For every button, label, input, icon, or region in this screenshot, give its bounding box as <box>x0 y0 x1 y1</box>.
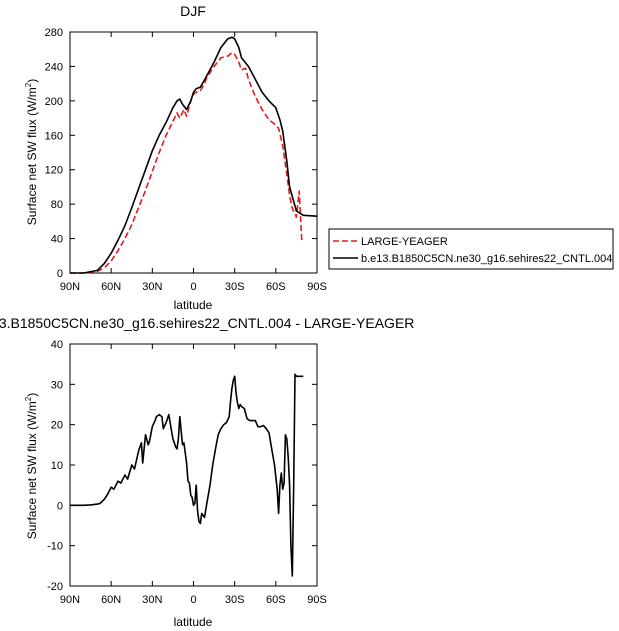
y-tick-label: 280 <box>45 27 63 39</box>
y-ticks: 0 40 80 120 160 200 240 280 <box>45 27 317 280</box>
x-tick-label: 30N <box>142 281 162 293</box>
x-tick-label: 90S <box>307 594 327 606</box>
legend-label-cntl: b.e13.B1850C5CN.ne30_g16.sehires22_CNTL.… <box>361 253 612 265</box>
y-tick-label: 120 <box>45 165 63 177</box>
x-tick-label: 30N <box>142 594 162 606</box>
y-tick-label: 0 <box>57 268 63 280</box>
y-tick-label: 80 <box>51 199 63 211</box>
y-tick-label: 40 <box>51 234 63 246</box>
x-tick-label: 30S <box>225 281 245 293</box>
x-ticks: 90N 60N 30N 0 30S 60S 90S <box>60 32 327 293</box>
y-tick-label: 240 <box>45 61 63 73</box>
y-axis-label: Surface net SW flux (W/m2) <box>24 393 39 539</box>
series-line-b-e13-b1850c5cn-ne30-g16-sehires22-cntl-004 <box>70 36 318 274</box>
y-tick-label: 10 <box>51 460 63 472</box>
chart-title-difference: b.e13.B1850C5CN.ne30_g16.sehires22_CNTL.… <box>0 315 414 331</box>
plot-frame <box>69 343 318 587</box>
y-ticks: -20 -10 0 10 20 30 40 <box>47 339 317 593</box>
y-axis-label-main: Surface net SW flux (W/m <box>25 87 39 225</box>
x-tick-label: 90S <box>307 281 327 293</box>
x-tick-label: 90N <box>60 281 80 293</box>
y-axis-label-sup: 2 <box>24 396 33 401</box>
legend-frame <box>328 228 614 270</box>
series-lines <box>70 36 318 274</box>
y-axis-label-main: Surface net SW flux (W/m <box>25 401 39 539</box>
x-tick-label: 60S <box>266 281 286 293</box>
y-tick-label: 200 <box>45 96 63 108</box>
y-axis-label-sup: 2 <box>24 82 33 87</box>
x-axis-label: latitude <box>174 615 213 629</box>
y-tick-label: 30 <box>51 379 63 391</box>
top-panel: DJF 90N 60N 30N 0 30S 60S 90S 0 40 80 120 160 200 24… <box>24 3 327 312</box>
series-line-difference <box>70 373 304 577</box>
x-tick-label: 0 <box>190 594 196 606</box>
plot-frame <box>69 31 318 274</box>
x-tick-label: 60N <box>101 594 121 606</box>
x-tick-label: 30S <box>225 594 245 606</box>
y-axis-label-end: ) <box>25 79 39 83</box>
series-lines <box>70 373 304 577</box>
x-axis-label: latitude <box>174 298 213 312</box>
y-tick-label: -10 <box>47 541 63 553</box>
y-tick-label: 20 <box>51 420 63 432</box>
x-ticks: 90N 60N 30N 0 30S 60S 90S <box>60 344 327 606</box>
chart-title: DJF <box>180 3 206 19</box>
x-tick-label: 60S <box>266 594 286 606</box>
y-tick-label: 40 <box>51 339 63 351</box>
series-line-large-yeager <box>70 51 303 274</box>
y-tick-label: 160 <box>45 130 63 142</box>
y-axis-label: Surface net SW flux (W/m2) <box>24 79 39 225</box>
bottom-panel: b.e13.B1850C5CN.ne30_g16.sehires22_CNTL.… <box>0 315 414 629</box>
x-tick-label: 60N <box>101 281 121 293</box>
legend-label-large-yeager: LARGE-YEAGER <box>361 236 448 248</box>
x-tick-label: 0 <box>190 281 196 293</box>
y-tick-label: -20 <box>47 581 63 593</box>
legend: LARGE-YEAGER b.e13.B1850C5CN.ne30_g16.se… <box>328 228 614 270</box>
x-tick-label: 90N <box>60 594 80 606</box>
y-axis-label-end: ) <box>25 393 39 397</box>
y-tick-label: 0 <box>57 500 63 512</box>
